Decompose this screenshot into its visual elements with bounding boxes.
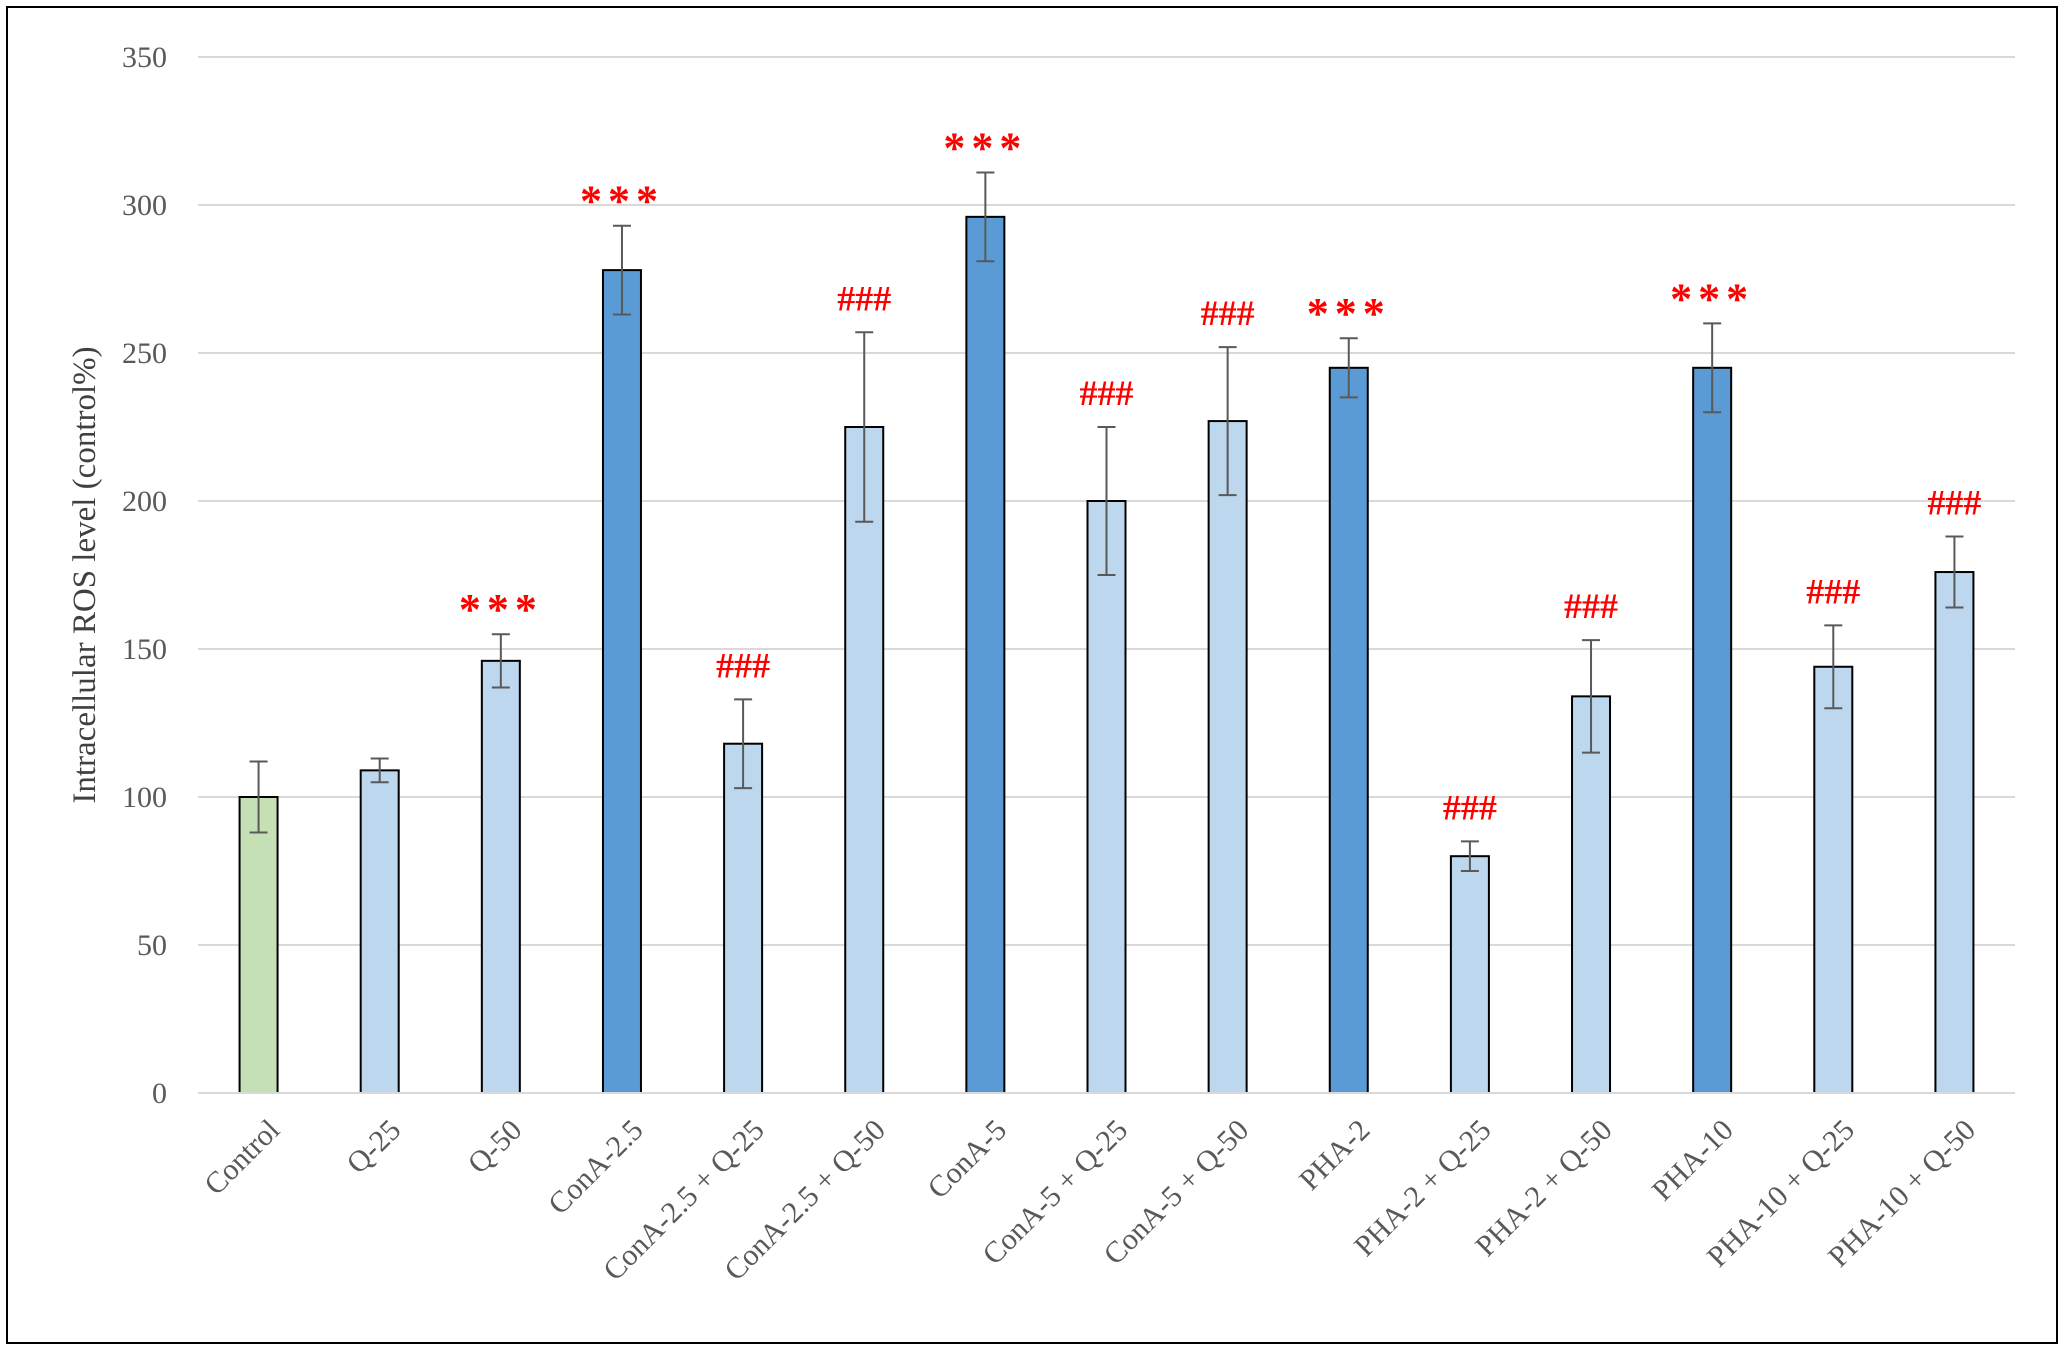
error-bars	[249, 171, 1964, 872]
y-tick-label: 100	[122, 781, 167, 814]
significance-label: ###	[1201, 293, 1255, 333]
bar	[359, 769, 400, 1094]
y-axis-title: Intracellular ROS level (control%)	[67, 346, 103, 803]
error-bar	[612, 224, 631, 316]
error-bar	[1460, 840, 1479, 872]
error-bar	[855, 331, 874, 523]
bar	[723, 742, 764, 1094]
x-tick-label: PHA-2	[1293, 1113, 1376, 1196]
significance-label: ###	[1443, 787, 1497, 827]
significance-label: ***	[459, 585, 543, 634]
error-bar	[734, 698, 753, 790]
x-tick-label: Control	[198, 1113, 286, 1201]
x-tick-label: ConA-2.5	[542, 1113, 650, 1221]
error-bar	[976, 171, 995, 263]
significance-label: ###	[1806, 571, 1860, 611]
significance-label: ***	[1670, 274, 1754, 323]
y-axis-ticks: 0 50 100 150 200 250 300 350	[122, 41, 167, 1110]
error-bar	[1582, 639, 1601, 754]
error-bar	[1339, 337, 1358, 399]
error-bar	[249, 760, 268, 834]
y-tick-label: 350	[122, 41, 167, 74]
significance-label: ###	[1564, 586, 1618, 626]
significance-annotations: *** *** ### ### *** ### ### *** ### ### *** ### ###	[459, 123, 1982, 827]
y-tick-label: 250	[122, 337, 167, 370]
x-tick-label: ConA-5	[921, 1113, 1013, 1205]
significance-label: ###	[1080, 373, 1134, 413]
bar	[601, 269, 642, 1094]
x-tick-label: PHA-10	[1646, 1113, 1740, 1207]
error-bar	[1824, 624, 1843, 710]
bar	[1328, 366, 1369, 1094]
bars	[238, 215, 1975, 1095]
significance-label: ***	[580, 177, 664, 226]
x-tick-label: Q-50	[462, 1113, 529, 1180]
error-bar	[491, 633, 510, 689]
y-tick-label: 0	[152, 1077, 167, 1110]
bar	[1571, 695, 1612, 1094]
y-tick-label: 200	[122, 485, 167, 518]
error-bar	[1945, 535, 1964, 609]
bar	[1207, 420, 1248, 1094]
significance-label: ###	[837, 278, 891, 318]
bar	[1934, 571, 1975, 1094]
error-bar	[1097, 426, 1116, 576]
x-tick-label: Q-25	[340, 1113, 407, 1180]
bar	[844, 426, 885, 1094]
error-bar	[1703, 322, 1722, 414]
y-tick-label: 50	[137, 929, 167, 962]
bar	[238, 796, 279, 1094]
error-bar	[370, 757, 389, 784]
bar	[480, 659, 521, 1095]
bar	[965, 215, 1006, 1094]
significance-label: ***	[943, 123, 1027, 172]
bar	[1086, 500, 1127, 1094]
significance-label: ###	[1927, 483, 1981, 523]
y-tick-label: 150	[122, 633, 167, 666]
bar	[1813, 665, 1854, 1094]
significance-label: ###	[716, 645, 770, 685]
significance-label: ***	[1307, 289, 1391, 338]
y-tick-label: 300	[122, 189, 167, 222]
bar	[1449, 855, 1490, 1095]
error-bar	[1218, 346, 1237, 497]
bar	[1692, 366, 1733, 1094]
